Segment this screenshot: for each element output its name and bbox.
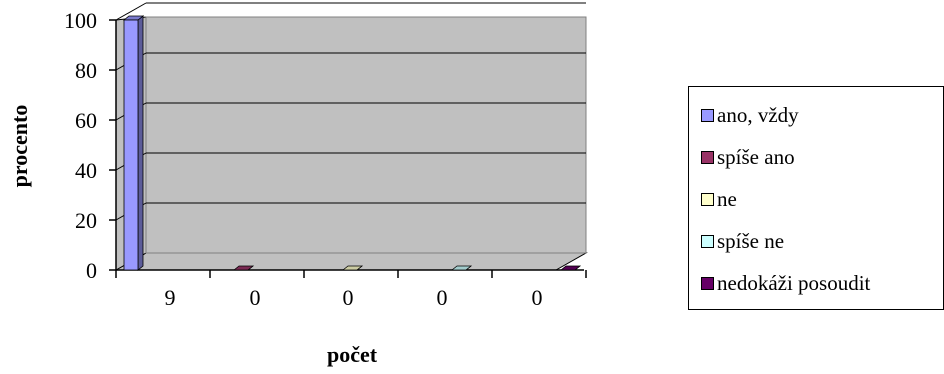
x-tick-label: 0 [532, 285, 543, 310]
plot-back-wall [145, 16, 587, 254]
x-tick-label: 0 [250, 285, 261, 310]
x-axis-title: počet [327, 342, 378, 367]
legend-label: spíše ano [717, 144, 795, 169]
bar [122, 15, 145, 271]
x-tick-label: 0 [343, 285, 354, 310]
bar-top [559, 265, 582, 271]
legend-label: nedokáži posoudit [717, 270, 871, 295]
bar-top [232, 265, 255, 271]
bars [122, 15, 582, 271]
bar-side [137, 15, 144, 271]
bar-top [341, 265, 364, 271]
legend: ano, vždy spíše ano ne spíše ne nedokáži pos… [688, 86, 944, 310]
bar [450, 265, 473, 271]
bar [341, 265, 364, 271]
legend-swatch [701, 150, 714, 164]
plot-area [114, 16, 588, 271]
legend-swatch [701, 234, 714, 248]
y-tick-label: 80 [75, 58, 97, 83]
legend-swatch [701, 192, 714, 206]
bar [232, 265, 255, 271]
bar-front [123, 19, 139, 271]
x-tick-labels: 9 0 0 0 0 [165, 285, 543, 310]
gridline-side [115, 2, 147, 21]
legend-label: spíše ne [717, 228, 785, 253]
legend-label: ano, vždy [717, 102, 799, 127]
y-axis-title: procento [7, 105, 32, 188]
y-tick-label: 0 [86, 258, 97, 283]
y-tick-label: 20 [75, 208, 97, 233]
legend-label: ne [717, 186, 737, 211]
x-tick-label: 0 [437, 285, 448, 310]
legend-swatch [701, 276, 714, 290]
bar-top [450, 265, 473, 271]
legend-item: ano, vždy [701, 101, 799, 129]
legend-item: spíše ne [701, 227, 784, 255]
bar [559, 265, 582, 271]
legend-item: spíše ano [701, 143, 795, 171]
x-tick-label: 9 [165, 285, 176, 310]
legend-swatch [701, 108, 714, 122]
y-tick-label: 60 [75, 108, 97, 133]
y-tick-labels: 0 20 40 60 80 100 [64, 8, 97, 283]
y-tick-label: 100 [64, 8, 97, 33]
legend-item: nedokáži posoudit [701, 269, 870, 297]
y-tick-label: 40 [75, 158, 97, 183]
legend-item: ne [701, 185, 737, 213]
